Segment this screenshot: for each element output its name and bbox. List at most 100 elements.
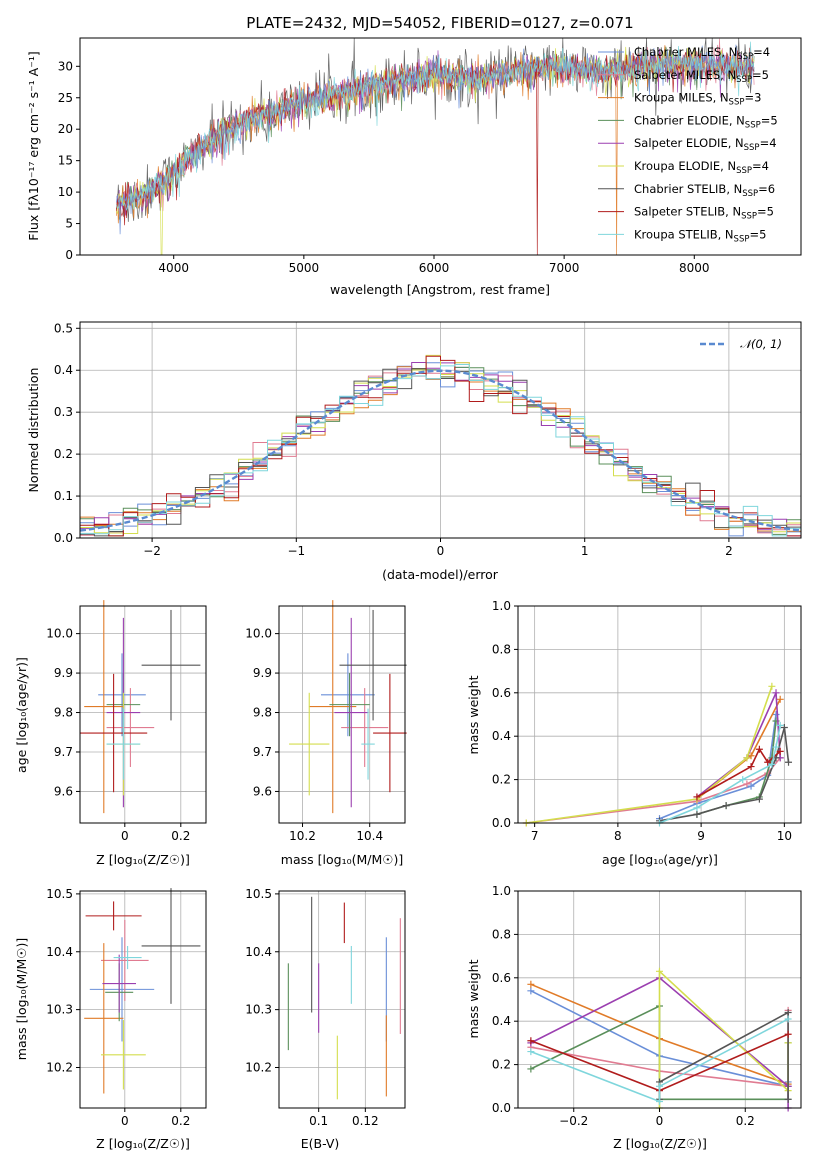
- spectrum-series-line: [116, 41, 755, 211]
- x-tick-label: 8000: [679, 261, 710, 275]
- gaussian-legend-label: 𝒩(0, 1): [740, 337, 782, 351]
- plot-area: [287, 896, 401, 1100]
- y-tick-label: 0.8: [492, 927, 511, 941]
- y-tick-label: 9.6: [253, 784, 272, 798]
- x-tick-label: 7000: [549, 261, 580, 275]
- legend-entry: Kroupa STELIB, NSSP=5: [634, 227, 766, 244]
- spectrum-panel: 4000 5000 6000 7000 8000 0 5 10 15 20 25 30: [58, 37, 802, 275]
- weight-point-marker: [784, 1095, 792, 1103]
- weight-point-marker: [780, 724, 788, 732]
- residual-ylabel: Normed distribution: [26, 368, 41, 493]
- y-tick-label: 10.4: [245, 945, 272, 959]
- legend-entry: Chabrier STELIB, NSSP=6: [634, 182, 775, 199]
- x-tick-label: −0.2: [559, 1114, 588, 1128]
- axes-frame: [79, 37, 802, 256]
- mass-Z-ylabel: mass [log₁₀(M/M☉)]: [14, 938, 29, 1060]
- x-tick-label: 6000: [419, 261, 450, 275]
- weight-point-marker: [772, 743, 780, 751]
- y-tick-label: 0.2: [492, 1058, 511, 1072]
- x-tick-label: 8: [614, 829, 622, 843]
- weight-age-panel: 7 8 9 10 0.0 0.2 0.4 0.6 0.8 1.0: [492, 599, 802, 843]
- x-tick-label: 0: [437, 544, 445, 558]
- y-tick-label: 0.2: [492, 773, 511, 787]
- axes-frame: [517, 605, 802, 824]
- weight-point-marker: [743, 754, 751, 762]
- y-tick-label: 5: [65, 217, 73, 231]
- weight-point-marker: [722, 802, 730, 810]
- plot-area: [522, 682, 793, 827]
- y-tick-label: 0.0: [54, 531, 73, 545]
- weight-point-marker: [747, 763, 755, 771]
- residual-legend: 𝒩(0, 1): [700, 337, 782, 351]
- y-tick-label: 0.5: [54, 321, 73, 335]
- age-Z-ylabel: age [log₁₀(age/yr)]: [14, 657, 29, 773]
- y-tick-label: 9.8: [54, 706, 73, 720]
- weight-point-marker: [772, 689, 780, 697]
- plot-area: [116, 37, 755, 256]
- y-tick-label: 0.4: [54, 363, 73, 377]
- weight-point-marker: [776, 695, 784, 703]
- x-tick-label: 10: [777, 829, 792, 843]
- legend-entry: Salpeter STELIB, NSSP=5: [634, 205, 774, 222]
- age-mass-xlabel: mass [log₁₀(M/M☉)]: [281, 852, 403, 867]
- plot-area: [80, 600, 201, 814]
- weight-point-marker: [776, 747, 784, 755]
- x-tick-label: 5000: [289, 261, 320, 275]
- y-tick-label: 10.2: [245, 1060, 272, 1074]
- weight-point-marker: [527, 980, 535, 988]
- axes-frame: [278, 890, 406, 1109]
- legend-entry: Kroupa ELODIE, NSSP=4: [634, 159, 769, 176]
- age-Z-xlabel: Z [log₁₀(Z/Z☉)]: [96, 852, 190, 867]
- weight-point-marker: [743, 780, 751, 788]
- mass-Z-xlabel: Z [log₁₀(Z/Z☉)]: [96, 1136, 190, 1151]
- plot-area: [84, 888, 201, 1094]
- weight-point-marker: [527, 1065, 535, 1073]
- y-tick-label: 0.6: [492, 686, 511, 700]
- mass-Z-panel: 0 0.2 10.2 10.3 10.4 10.5: [46, 887, 207, 1128]
- weight-point-marker: [784, 1015, 792, 1023]
- legend-entry: Chabrier ELODIE, NSSP=5: [634, 113, 778, 130]
- y-tick-label: 10.5: [46, 887, 73, 901]
- x-tick-label: 10.4: [356, 829, 383, 843]
- weight-Z-ylabel: mass weight: [466, 959, 481, 1038]
- weight-point-marker: [693, 804, 701, 812]
- x-tick-label: 9: [697, 829, 705, 843]
- weight-point-marker: [656, 967, 663, 975]
- plot-area: [79, 354, 802, 537]
- weight-point-marker: [693, 793, 701, 801]
- y-tick-label: 0.6: [492, 971, 511, 985]
- weight-series-line: [659, 725, 781, 824]
- y-tick-label: 30: [58, 59, 73, 73]
- y-tick-label: 9.9: [253, 666, 272, 680]
- y-tick-label: 9.9: [54, 666, 73, 680]
- y-tick-label: 0.0: [492, 1101, 511, 1115]
- weight-point-marker: [755, 795, 763, 803]
- x-tick-label: 0: [121, 1114, 129, 1128]
- legend-entry: Salpeter MILES, NSSP=5: [634, 68, 769, 85]
- legend-entry: Salpeter ELODIE, NSSP=4: [634, 136, 777, 153]
- histogram-series-step: [80, 355, 801, 537]
- x-tick-label: 0.1: [309, 1114, 328, 1128]
- histogram-series-step: [80, 364, 801, 537]
- plot-area: [289, 600, 407, 814]
- residual-xlabel: (data-model)/error: [382, 567, 499, 582]
- legend-entry: Kroupa MILES, NSSP=3: [634, 91, 761, 108]
- age-mass-panel: 10.2 10.4 9.6 9.7 9.8 9.9 10.0: [245, 600, 407, 843]
- x-tick-label: 0.12: [352, 1114, 379, 1128]
- x-tick-label: 2: [725, 544, 733, 558]
- x-tick-label: 0: [121, 829, 129, 843]
- plot-area: [527, 967, 792, 1112]
- histogram-series-step: [80, 354, 801, 534]
- x-tick-label: 0.2: [736, 1114, 755, 1128]
- weight-point-marker: [527, 987, 535, 995]
- weight-series-line: [530, 1018, 789, 1103]
- weight-point-marker: [527, 1037, 535, 1045]
- y-tick-label: 10: [58, 185, 73, 199]
- x-tick-label: 0.2: [171, 1114, 190, 1128]
- y-tick-label: 9.7: [253, 745, 272, 759]
- y-tick-label: 15: [58, 154, 73, 168]
- y-tick-label: 20: [58, 122, 73, 136]
- weight-point-marker: [693, 810, 701, 818]
- mass-EBV-panel: 0.1 0.12 10.2 10.3 10.4 10.5: [245, 887, 406, 1128]
